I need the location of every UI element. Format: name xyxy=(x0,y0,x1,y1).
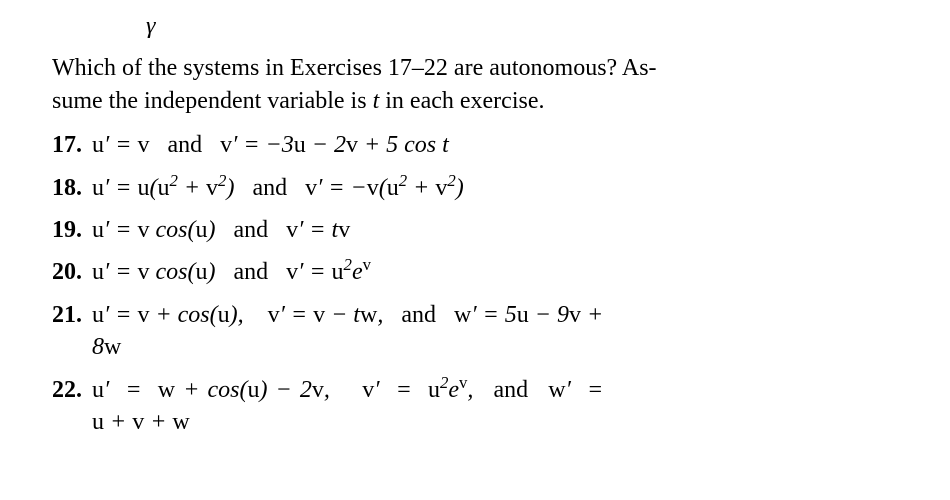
exercise-19: 19. u′ = v cos(u) and v′ = tv xyxy=(52,214,603,256)
eq3-cont: u + v + w xyxy=(92,406,603,438)
exercise-20: 20. u′ = v cos(u) and v′ = u2ev xyxy=(52,256,603,298)
and-word: and xyxy=(221,259,280,285)
eq1: u′ = v cos(u) xyxy=(92,217,215,243)
eq2: v′ = v − tw, xyxy=(268,302,384,328)
intro-line2a: sume the independent variable is xyxy=(52,88,373,114)
eq3-cont: 8w xyxy=(92,331,603,363)
exercise-21: 21. u′ = v + cos(u), v′ = v − tw, and w′… xyxy=(52,299,603,374)
exercise-22: 22. u′ = w + cos(u) − 2v, v′ = u2ev, and… xyxy=(52,374,603,449)
exercise-body: u′ = v + cos(u), v′ = v − tw, and w′ = 5… xyxy=(92,299,603,374)
eq2: v′ = tv xyxy=(286,217,350,243)
and-word: and xyxy=(482,377,541,403)
exercise-number: 18. xyxy=(52,172,92,214)
exercise-number: 20. xyxy=(52,256,92,298)
eq3: w′ = xyxy=(548,377,603,403)
intro-line1: Which of the systems in Exercises 17–22 … xyxy=(52,55,657,81)
and-word: and xyxy=(155,132,214,158)
exercise-body: u′ = u(u2 + v2) and v′ = −v(u2 + v2) xyxy=(92,172,603,214)
exercise-body: u′ = v and v′ = −3u − 2v + 5 cos t xyxy=(92,129,603,171)
eq3: w′ = 5u − 9v + xyxy=(454,302,603,328)
eq1: u′ = v cos(u) xyxy=(92,259,215,285)
eq2: v′ = −3u − 2v + 5 cos t xyxy=(220,132,449,158)
page: γ Which of the systems in Exercises 17–2… xyxy=(0,0,950,448)
gamma-symbol: γ xyxy=(146,10,898,42)
eq1: u′ = v xyxy=(92,132,149,158)
eq1: u′ = u(u2 + v2) xyxy=(92,175,234,201)
exercise-body: u′ = v cos(u) and v′ = tv xyxy=(92,214,603,256)
eq2: v′ = u2ev, xyxy=(362,377,473,403)
intro-paragraph: Which of the systems in Exercises 17–22 … xyxy=(52,52,898,117)
eq1: u′ = w + cos(u) − 2v, xyxy=(92,377,330,403)
and-word: and xyxy=(389,302,448,328)
exercise-body: u′ = w + cos(u) − 2v, v′ = u2ev, and w′ … xyxy=(92,374,603,449)
exercise-body: u′ = v cos(u) and v′ = u2ev xyxy=(92,256,603,298)
exercise-17: 17. u′ = v and v′ = −3u − 2v + 5 cos t xyxy=(52,129,603,171)
eq1: u′ = v + cos(u), xyxy=(92,302,244,328)
exercise-number: 22. xyxy=(52,374,92,449)
eq2: v′ = u2ev xyxy=(286,259,371,285)
exercise-number: 17. xyxy=(52,129,92,171)
eq2: v′ = −v(u2 + v2) xyxy=(305,175,464,201)
and-word: and xyxy=(221,217,280,243)
exercise-number: 21. xyxy=(52,299,92,374)
intro-line2b: in each exercise. xyxy=(379,88,544,114)
exercise-list: 17. u′ = v and v′ = −3u − 2v + 5 cos t 1… xyxy=(52,129,603,448)
and-word: and xyxy=(240,175,299,201)
exercise-18: 18. u′ = u(u2 + v2) and v′ = −v(u2 + v2) xyxy=(52,172,603,214)
exercise-number: 19. xyxy=(52,214,92,256)
